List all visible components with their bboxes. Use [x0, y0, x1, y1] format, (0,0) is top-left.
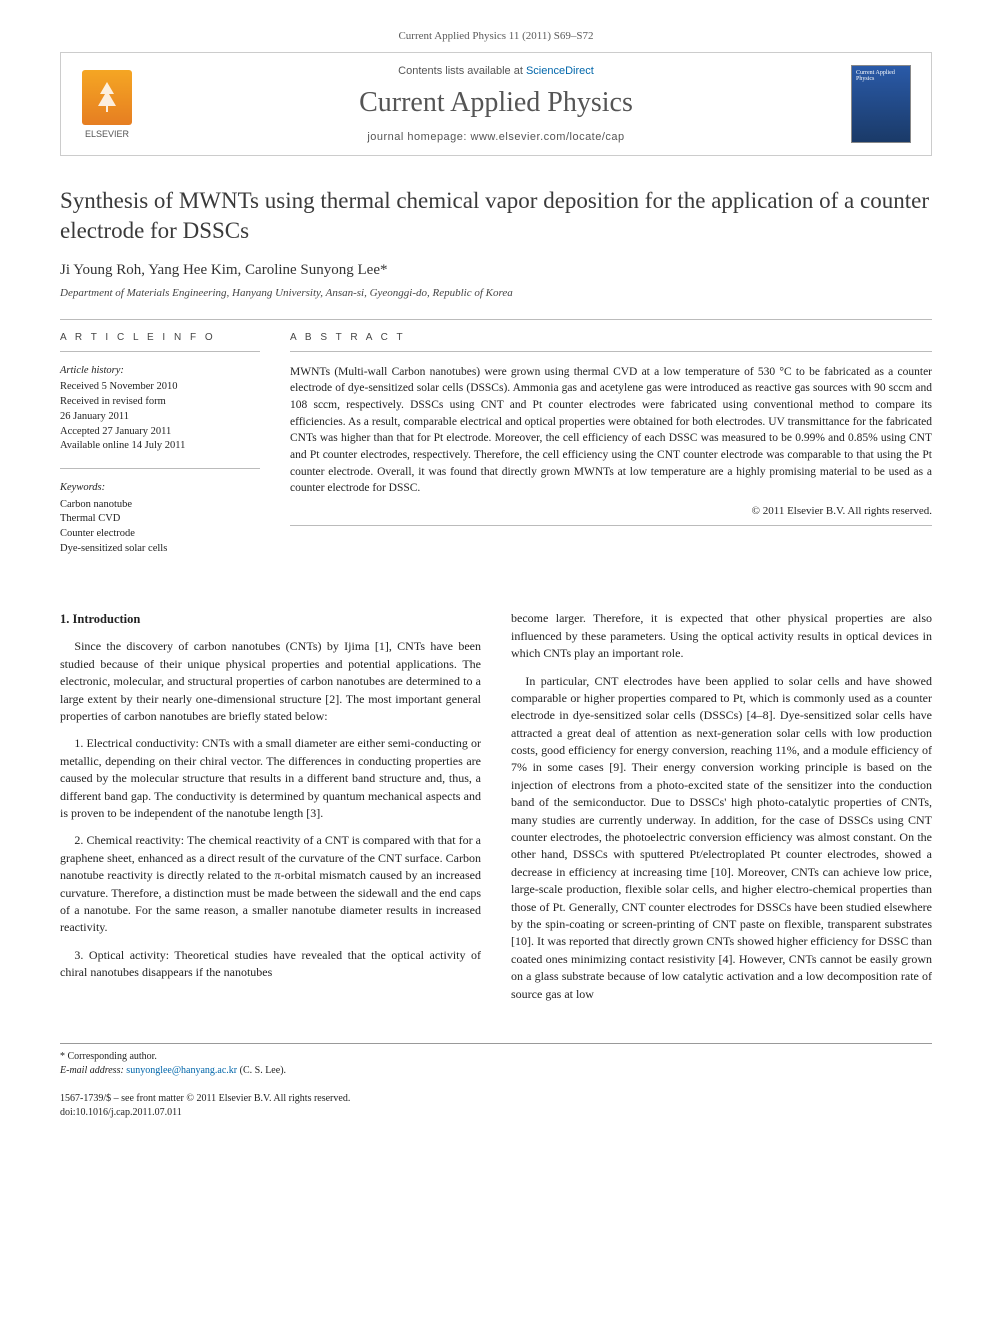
publisher-block: ELSEVIER: [61, 70, 141, 139]
affiliation: Department of Materials Engineering, Han…: [60, 287, 932, 299]
journal-title: Current Applied Physics: [141, 87, 851, 119]
corresponding-email[interactable]: sunyonglee@hanyang.ac.kr: [126, 1065, 237, 1076]
journal-masthead: ELSEVIER Contents lists available at Sci…: [60, 52, 932, 156]
doi-line: doi:10.1016/j.cap.2011.07.011: [60, 1106, 350, 1120]
page-footer: * Corresponding author. E-mail address: …: [60, 1043, 932, 1120]
history-label: Article history:: [60, 364, 260, 379]
article-body: 1. Introduction Since the discovery of c…: [60, 610, 932, 1003]
sciencedirect-link[interactable]: ScienceDirect: [526, 65, 594, 77]
body-paragraph: 2. Chemical reactivity: The chemical rea…: [60, 832, 481, 936]
journal-homepage-line: journal homepage: www.elsevier.com/locat…: [141, 131, 851, 143]
divider: [60, 319, 932, 320]
corresponding-author-label: * Corresponding author.: [60, 1050, 932, 1064]
article-info-heading: A R T I C L E I N F O: [60, 332, 260, 343]
keyword: Dye-sensitized solar cells: [60, 542, 260, 557]
article-history-block: Article history: Received 5 November 201…: [60, 364, 260, 454]
keyword: Thermal CVD: [60, 512, 260, 527]
divider: [60, 468, 260, 469]
keywords-block: Keywords: Carbon nanotube Thermal CVD Co…: [60, 481, 260, 556]
body-paragraph: In particular, CNT electrodes have been …: [511, 673, 932, 1003]
cover-text: Current Applied Physics: [856, 70, 906, 82]
section-heading: 1. Introduction: [60, 610, 481, 628]
top-citation: Current Applied Physics 11 (2011) S69–S7…: [60, 30, 932, 42]
author-list: Ji Young Roh, Yang Hee Kim, Caroline Sun…: [60, 262, 932, 279]
divider: [60, 351, 260, 352]
abstract-text: MWNTs (Multi-wall Carbon nanotubes) were…: [290, 364, 932, 497]
homepage-prefix: journal homepage:: [367, 131, 470, 143]
article-title: Synthesis of MWNTs using thermal chemica…: [60, 186, 932, 246]
elsevier-tree-icon: [82, 70, 132, 125]
contents-available-line: Contents lists available at ScienceDirec…: [141, 65, 851, 77]
keyword: Counter electrode: [60, 527, 260, 542]
article-info-column: A R T I C L E I N F O Article history: R…: [60, 332, 260, 571]
issn-line: 1567-1739/$ – see front matter © 2011 El…: [60, 1092, 350, 1106]
history-line: 26 January 2011: [60, 410, 260, 425]
divider: [290, 525, 932, 526]
history-line: Available online 14 July 2011: [60, 439, 260, 454]
history-line: Received in revised form: [60, 395, 260, 410]
homepage-url[interactable]: www.elsevier.com/locate/cap: [471, 131, 625, 143]
abstract-heading: A B S T R A C T: [290, 332, 932, 343]
email-suffix: (C. S. Lee).: [240, 1065, 286, 1076]
body-paragraph: Since the discovery of carbon nanotubes …: [60, 638, 481, 725]
divider: [290, 351, 932, 352]
contents-prefix: Contents lists available at: [398, 65, 526, 77]
history-line: Received 5 November 2010: [60, 380, 260, 395]
body-paragraph: 1. Electrical conductivity: CNTs with a …: [60, 735, 481, 822]
body-paragraph: become larger. Therefore, it is expected…: [511, 610, 932, 662]
publisher-name: ELSEVIER: [73, 129, 141, 139]
email-label: E-mail address:: [60, 1065, 124, 1076]
abstract-column: A B S T R A C T MWNTs (Multi-wall Carbon…: [290, 332, 932, 571]
journal-cover-icon: Current Applied Physics: [851, 65, 911, 143]
body-paragraph: 3. Optical activity: Theoretical studies…: [60, 947, 481, 982]
keyword: Carbon nanotube: [60, 498, 260, 513]
abstract-copyright: © 2011 Elsevier B.V. All rights reserved…: [290, 505, 932, 517]
keywords-label: Keywords:: [60, 481, 260, 496]
history-line: Accepted 27 January 2011: [60, 425, 260, 440]
cover-thumb-block: Current Applied Physics: [851, 65, 931, 143]
